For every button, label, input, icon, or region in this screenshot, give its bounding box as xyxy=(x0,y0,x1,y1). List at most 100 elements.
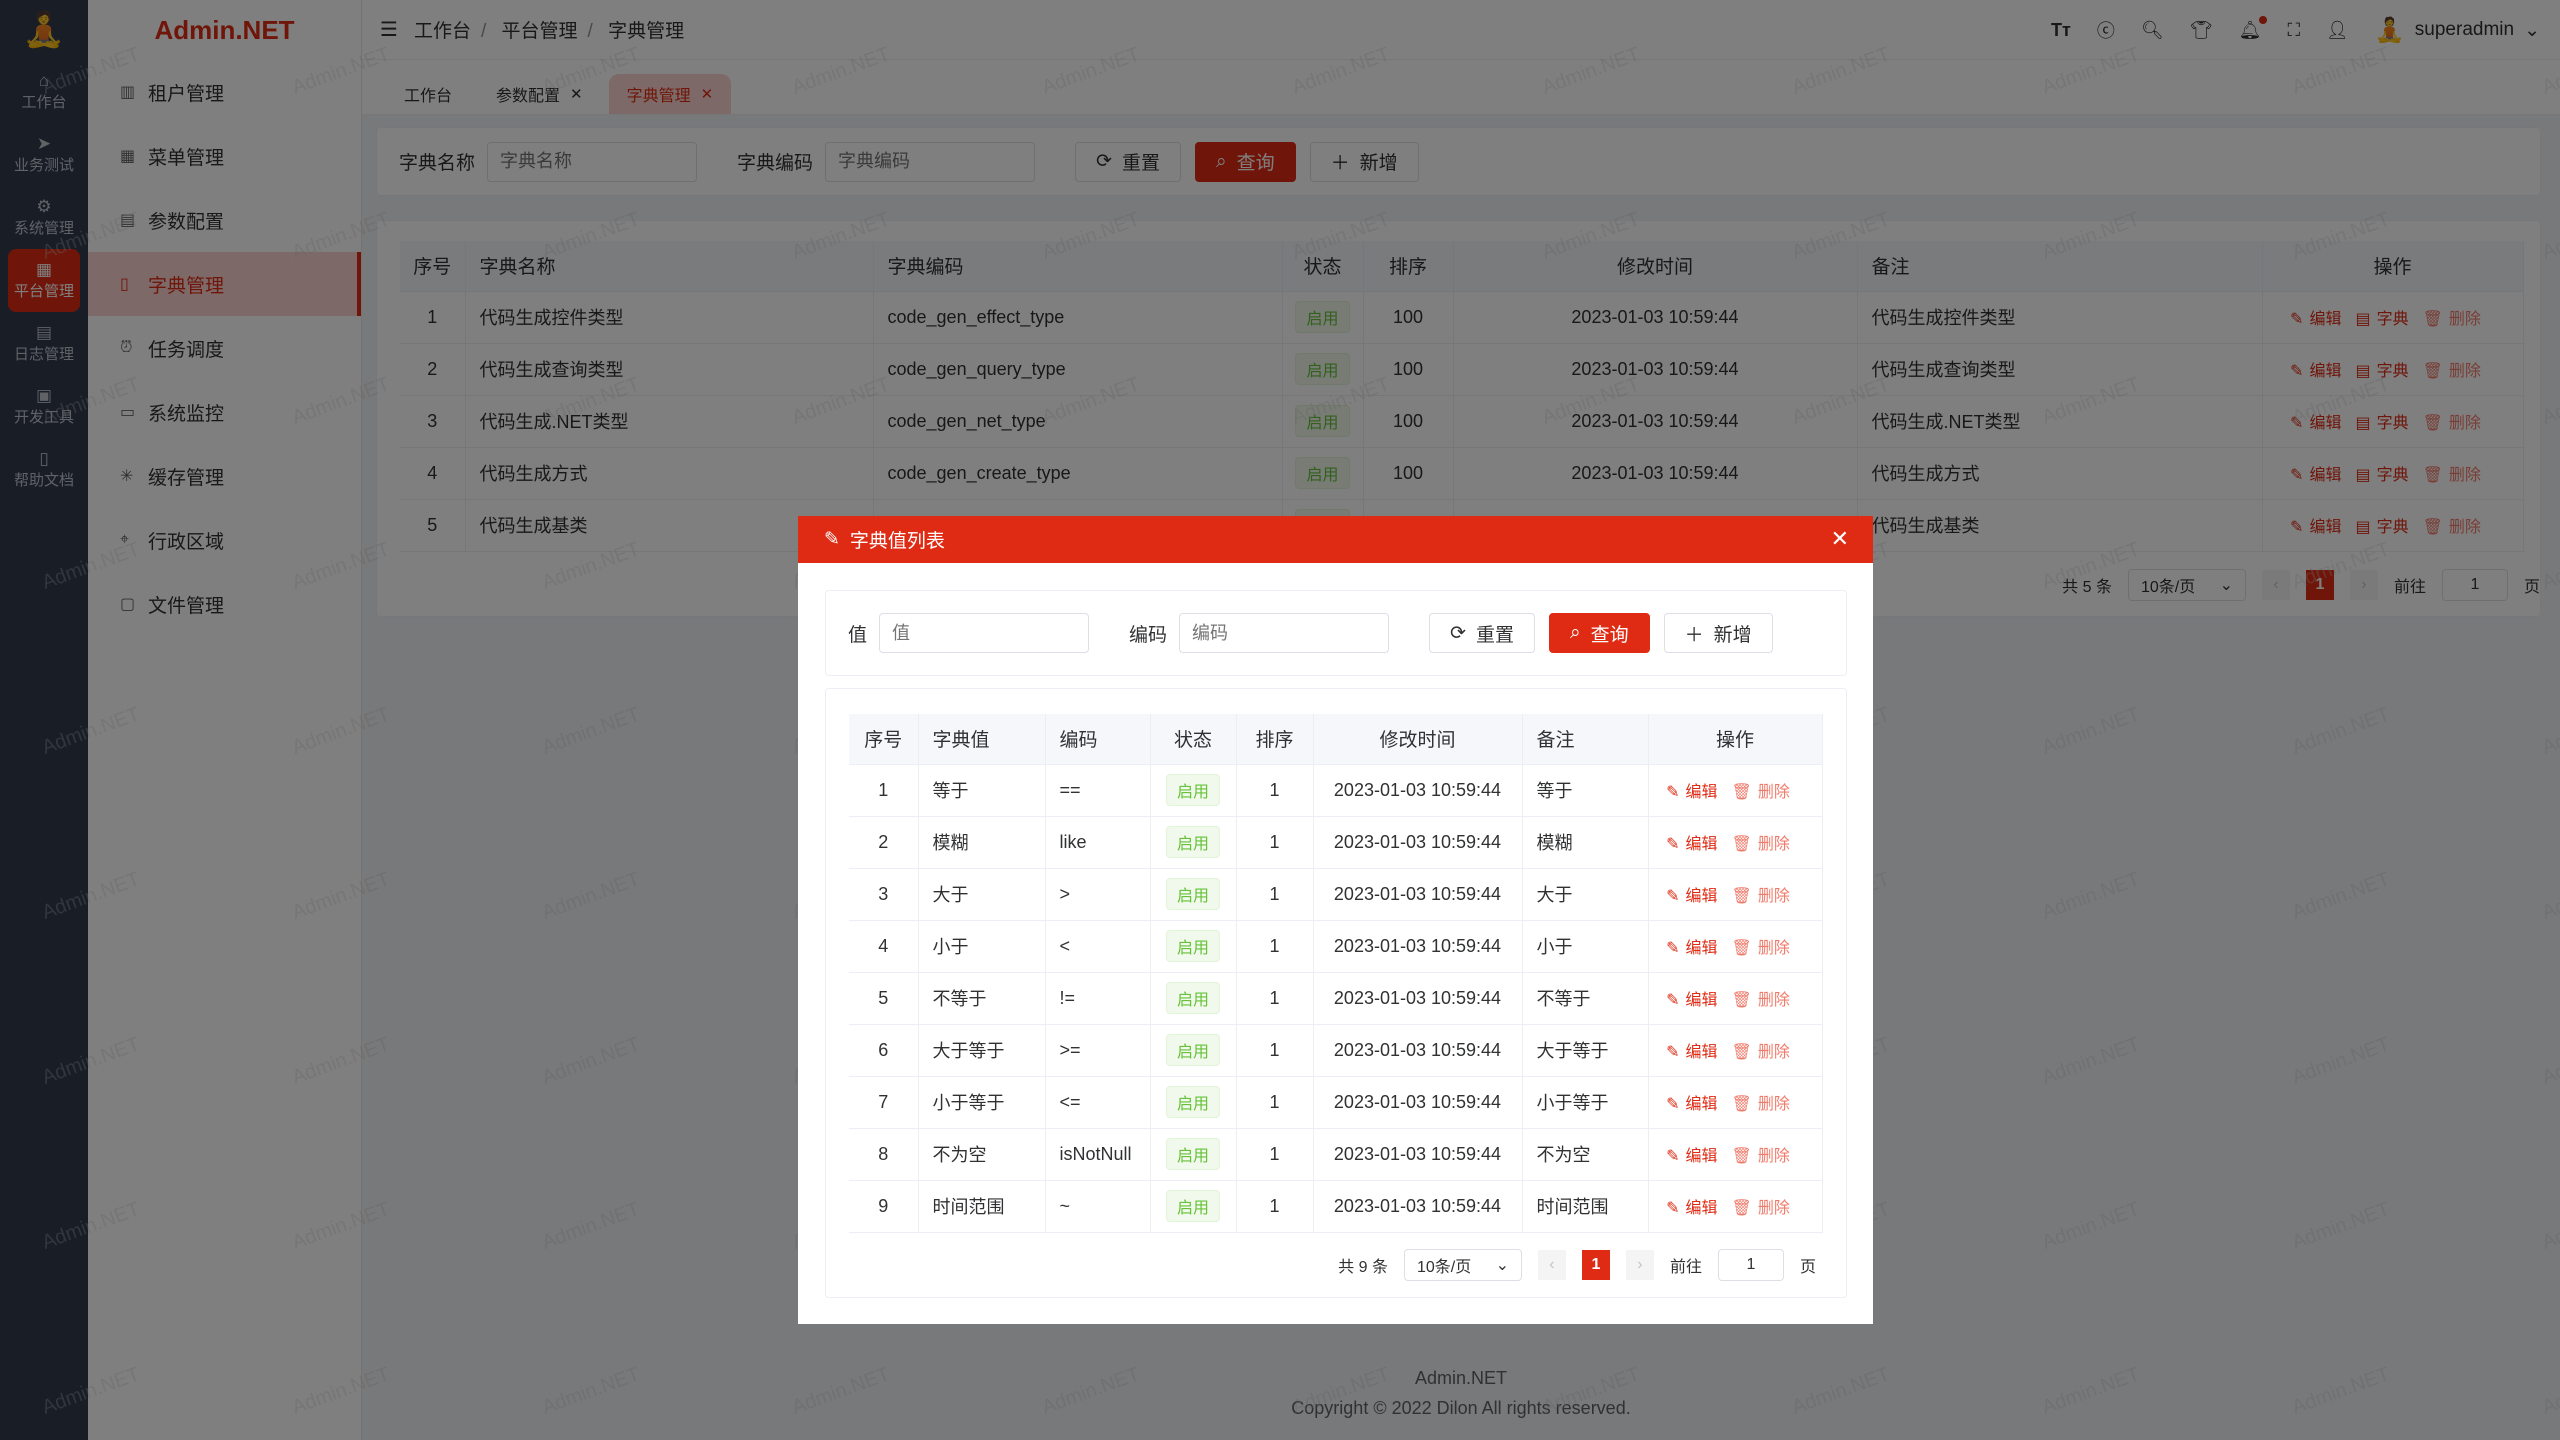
table-row: 5 不等于 != 启用 1 2023-01-03 10:59:44 不等于 ✎ 编辑 🗑︎ 删除 xyxy=(849,972,1823,1025)
edit-icon: ✎ xyxy=(824,529,840,550)
trash-icon: 🗑︎ xyxy=(1731,888,1752,905)
delete-button[interactable]: 🗑︎ 删除 xyxy=(1732,784,1790,801)
status-badge: 启用 xyxy=(1165,878,1220,910)
table-cell: isNotNull xyxy=(1045,1128,1151,1181)
refresh-icon: ⟳ xyxy=(1450,622,1466,644)
code-input[interactable] xyxy=(1179,613,1390,653)
delete-button[interactable]: 🗑︎ 删除 xyxy=(1732,1044,1790,1061)
edit-button[interactable]: ✎ 编辑 xyxy=(1666,1148,1717,1165)
dialog-query-button[interactable]: ⌕ 查询 xyxy=(1548,613,1650,653)
delete-button[interactable]: 🗑︎ 删除 xyxy=(1732,1148,1790,1165)
page-1-button[interactable]: 1 xyxy=(1581,1250,1610,1280)
table-cell: 2023-01-03 10:59:44 xyxy=(1313,1076,1523,1129)
trash-icon: 🗑︎ xyxy=(1731,784,1752,801)
table-cell: == xyxy=(1045,764,1151,817)
edit-label: 编辑 xyxy=(1685,1096,1718,1113)
edit-icon: ✎ xyxy=(1666,940,1680,957)
close-icon[interactable]: ✕ xyxy=(1830,526,1849,551)
status-badge: 启用 xyxy=(1165,774,1220,806)
goto-label: 前往 xyxy=(1669,1259,1702,1276)
table-row: 6 大于等于 >= 启用 1 2023-01-03 10:59:44 大于等于 ✎ 编辑 🗑︎ 删除 xyxy=(849,1024,1823,1077)
delete-button[interactable]: 🗑︎ 删除 xyxy=(1732,940,1790,957)
delete-label: 删除 xyxy=(1757,992,1790,1009)
search-icon: ⌕ xyxy=(1569,622,1581,643)
page-suffix: 页 xyxy=(1799,1259,1816,1276)
dialog-pagination: 共 9 条 10条/页 ⌄ ‹ 1 › 前往 1 页 xyxy=(1338,1249,1816,1281)
table-cell: < xyxy=(1045,920,1151,973)
status-badge: 启用 xyxy=(1165,1190,1220,1222)
delete-button[interactable]: 🗑︎ 删除 xyxy=(1732,1200,1790,1217)
edit-label: 编辑 xyxy=(1685,1148,1718,1165)
table-cell: 等于 xyxy=(918,764,1046,817)
trash-icon: 🗑︎ xyxy=(1731,992,1752,1009)
table-cell: 3 xyxy=(849,868,919,921)
edit-button[interactable]: ✎ 编辑 xyxy=(1666,784,1717,801)
edit-button[interactable]: ✎ 编辑 xyxy=(1666,836,1717,853)
edit-button[interactable]: ✎ 编辑 xyxy=(1666,888,1717,905)
table-cell: 大于 xyxy=(918,868,1046,921)
table-cell: 不为空 xyxy=(918,1128,1046,1181)
status-badge: 启用 xyxy=(1165,982,1220,1014)
value-input[interactable] xyxy=(879,613,1090,653)
edit-icon: ✎ xyxy=(1666,888,1680,905)
prev-page-button[interactable]: ‹ xyxy=(1537,1250,1566,1280)
delete-button[interactable]: 🗑︎ 删除 xyxy=(1732,1096,1790,1113)
table-cell: 9 xyxy=(849,1180,919,1233)
table-cell: 1 xyxy=(1236,1128,1314,1181)
edit-button[interactable]: ✎ 编辑 xyxy=(1666,1096,1717,1113)
delete-label: 删除 xyxy=(1757,1096,1790,1113)
dialog-reset-button[interactable]: ⟳ 重置 xyxy=(1429,613,1535,653)
table-row: 9 时间范围 ~ 启用 1 2023-01-03 10:59:44 时间范围 ✎ 编辑 🗑︎ 删除 xyxy=(849,1180,1823,1233)
column-header: 修改时间 xyxy=(1313,714,1523,765)
edit-icon: ✎ xyxy=(1666,784,1680,801)
edit-button[interactable]: ✎ 编辑 xyxy=(1666,940,1717,957)
table-cell: 时间范围 xyxy=(918,1180,1046,1233)
dialog-add-button[interactable]: ＋ 新增 xyxy=(1663,613,1773,653)
status-badge: 启用 xyxy=(1165,1034,1220,1066)
table-row: 3 大于 > 启用 1 2023-01-03 10:59:44 大于 ✎ 编辑 🗑︎ 删除 xyxy=(849,868,1823,921)
table-cell: 2023-01-03 10:59:44 xyxy=(1313,920,1523,973)
reset-label: 重置 xyxy=(1475,624,1514,646)
column-header: 操作 xyxy=(1648,714,1823,765)
page-size-value: 10条/页 xyxy=(1416,1259,1472,1276)
table-cell: 8 xyxy=(849,1128,919,1181)
table-cell: 大于 xyxy=(1522,868,1649,921)
edit-label: 编辑 xyxy=(1685,1044,1718,1061)
next-page-button[interactable]: › xyxy=(1625,1250,1654,1280)
table-cell: 1 xyxy=(1236,1024,1314,1077)
dialog-title: 字典值列表 xyxy=(849,531,945,552)
trash-icon: 🗑︎ xyxy=(1731,1200,1752,1217)
trash-icon: 🗑︎ xyxy=(1731,1044,1752,1061)
add-label: 新增 xyxy=(1713,624,1752,646)
table-cell: 2023-01-03 10:59:44 xyxy=(1313,816,1523,869)
table-cell: 大于等于 xyxy=(1522,1024,1649,1077)
delete-button[interactable]: 🗑︎ 删除 xyxy=(1732,888,1790,905)
edit-button[interactable]: ✎ 编辑 xyxy=(1666,1200,1717,1217)
goto-page-input[interactable]: 1 xyxy=(1717,1249,1784,1281)
table-cell: 4 xyxy=(849,920,919,973)
table-cell: 6 xyxy=(849,1024,919,1077)
table-cell: 不等于 xyxy=(918,972,1046,1025)
value-label: 值 xyxy=(848,624,868,646)
page-size-select[interactable]: 10条/页 ⌄ xyxy=(1403,1249,1522,1281)
table-row: 8 不为空 isNotNull 启用 1 2023-01-03 10:59:44 不为空 ✎ 编… xyxy=(849,1128,1823,1181)
delete-button[interactable]: 🗑︎ 删除 xyxy=(1732,836,1790,853)
edit-icon: ✎ xyxy=(1666,836,1680,853)
table-cell: 2023-01-03 10:59:44 xyxy=(1313,1180,1523,1233)
edit-button[interactable]: ✎ 编辑 xyxy=(1666,992,1717,1009)
table-cell: 大于等于 xyxy=(918,1024,1046,1077)
edit-icon: ✎ xyxy=(1666,992,1680,1009)
table-row: 7 小于等于 <= 启用 1 2023-01-03 10:59:44 小于等于 ✎ 编辑 🗑︎ 删除 xyxy=(849,1076,1823,1129)
table-cell: 小于等于 xyxy=(1522,1076,1649,1129)
table-cell: 5 xyxy=(849,972,919,1025)
edit-button[interactable]: ✎ 编辑 xyxy=(1666,1044,1717,1061)
code-label: 编码 xyxy=(1129,624,1168,646)
edit-icon: ✎ xyxy=(1666,1096,1680,1113)
table-cell: like xyxy=(1045,816,1151,869)
table-cell: 不为空 xyxy=(1522,1128,1649,1181)
delete-button[interactable]: 🗑︎ 删除 xyxy=(1732,992,1790,1009)
table-row: 2 模糊 like 启用 1 2023-01-03 10:59:44 模糊 ✎ 编辑 🗑︎ 删除 xyxy=(849,816,1823,869)
trash-icon: 🗑︎ xyxy=(1731,1148,1752,1165)
table-cell: 1 xyxy=(1236,764,1314,817)
table-cell: 2023-01-03 10:59:44 xyxy=(1313,764,1523,817)
